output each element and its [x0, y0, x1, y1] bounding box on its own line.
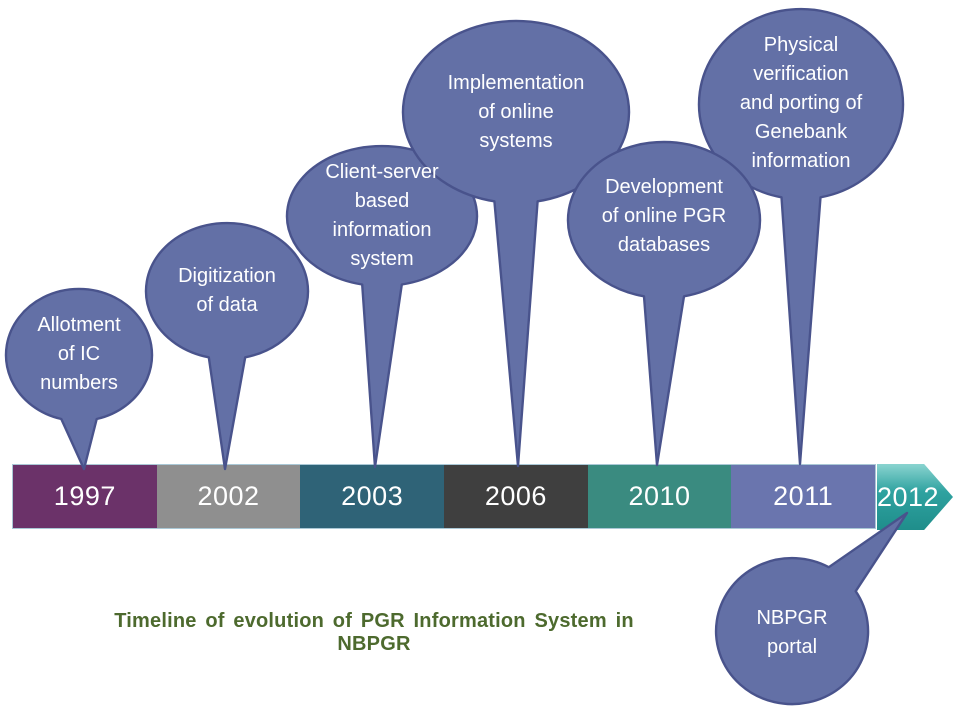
timeline-segment-2002: 2002 [156, 465, 301, 528]
year-label: 2002 [197, 481, 260, 511]
year-label: 2006 [484, 481, 547, 511]
timeline-segment-2010: 2010 [587, 465, 732, 528]
year-label: 2011 [773, 481, 834, 511]
year-label: 1997 [53, 481, 116, 511]
timeline-segment-2003: 2003 [300, 465, 445, 528]
timeline-segment-1997: 1997 [13, 465, 157, 528]
balloon-shape-2010 [566, 140, 762, 467]
balloon-shape-1997 [4, 287, 154, 471]
balloon-nbpgr-portal: NBPGR portal [756, 607, 828, 658]
balloon-shape-2002 [144, 221, 310, 471]
slide-caption: Timeline of evolution of PGR Information… [114, 610, 634, 655]
balloon-client-server-system: Client-server based information system [325, 161, 439, 270]
timeline-bar: 1997 2002 2003 2006 2010 2011 [12, 464, 876, 529]
balloon-implementation-online: Implementation of online systems [447, 72, 585, 152]
balloon-digitization-of-data: Digitization of data [178, 265, 276, 316]
year-label: 2003 [341, 481, 404, 511]
balloon-shape-2003 [285, 144, 479, 469]
balloon-shape-2006 [401, 19, 631, 468]
year-label: 2010 [628, 481, 691, 511]
balloon-allotment-ic-numbers: Allotment of IC numbers [37, 314, 121, 394]
balloon-development-databases: Development of online PGR databases [601, 176, 727, 256]
timeline-segment-2006: 2006 [444, 465, 588, 528]
year-label: 2012 [876, 481, 940, 512]
balloon-shape-2012 [714, 511, 909, 706]
timeline-segment-2011: 2011 [731, 465, 876, 528]
balloon-physical-verification: Physical verification and porting of Gen… [739, 34, 863, 172]
